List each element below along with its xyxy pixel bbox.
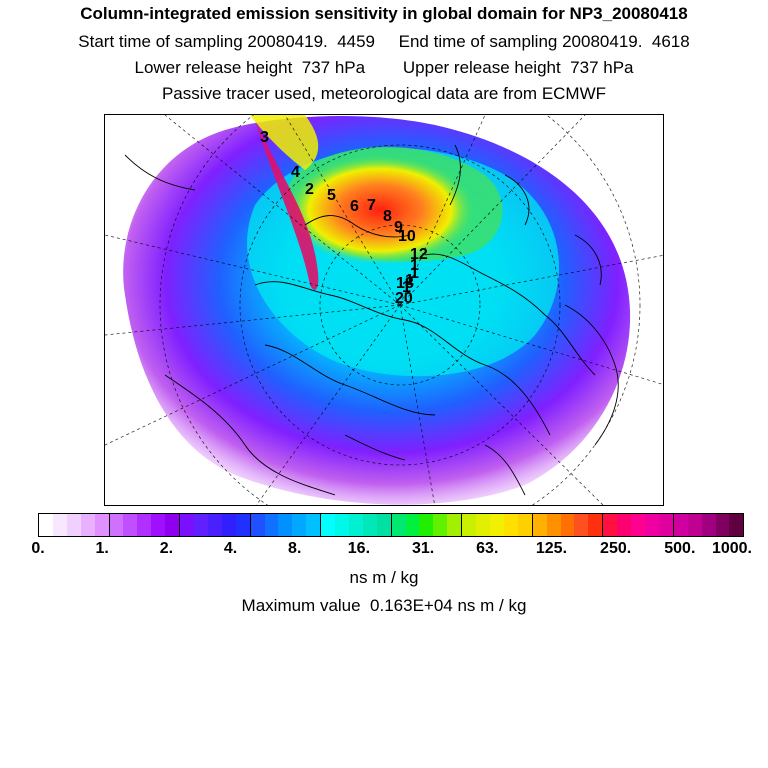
colorbar-cell [531, 514, 547, 536]
colorbar-tick-label: 250. [600, 540, 632, 557]
colorbar-cell [658, 514, 673, 536]
release-label: 4 [291, 164, 300, 181]
colorbar-cell [137, 514, 152, 536]
release-label: 10 [398, 228, 416, 245]
plume-top [250, 115, 319, 170]
colorbar-cell [729, 514, 744, 536]
colorbar-tick-label: 0. [31, 540, 45, 557]
colorbar-tick-label: 31. [411, 540, 435, 557]
colorbar-cell [588, 514, 603, 536]
colorbar-cell [335, 514, 349, 536]
release-label: 7 [367, 197, 376, 214]
maximum-value-text: Maximum value 0.163E+04 ns m / kg [241, 596, 527, 615]
colorbar-cell [517, 514, 532, 536]
colorbar-cell [419, 514, 434, 536]
map-canvas: 3 4 2 5 6 7 8 9 10 12 1 1 1 1 18 20 [105, 115, 663, 505]
graticule [105, 115, 663, 505]
colorbar-tick-label: 4. [223, 540, 238, 557]
colorbar-cell [235, 514, 250, 536]
release-label: 1 [410, 257, 419, 274]
sensitivity-map: 3 4 2 5 6 7 8 9 10 12 1 1 1 1 18 20 [104, 114, 664, 506]
sampling-times: Start time of sampling 20080419. 4459 En… [78, 32, 690, 51]
release-label: 5 [327, 187, 336, 204]
colorbar-cell [433, 514, 448, 536]
colorbar-cell [447, 514, 462, 536]
colorbar-cell [687, 514, 702, 536]
release-heights: Lower release height 737 hPa Upper relea… [134, 58, 634, 77]
colorbar-cell [292, 514, 307, 536]
colorbar-cell [405, 514, 420, 536]
colorbar-cell [249, 514, 265, 536]
colorbar-cell [376, 514, 391, 536]
release-label: 1 [405, 272, 414, 289]
colorbar-tick-label: 16. [347, 540, 371, 557]
colorbar-ticks: 0. 1. 2. 4. 8. 16. 31. 63. 125. 250. 500. 1000. [31, 540, 752, 560]
colorbar-tick-label: 2. [159, 540, 174, 557]
colorbar-cell [617, 514, 632, 536]
colorbar-cell [80, 514, 95, 536]
colorbar-cell [179, 514, 194, 536]
colorbar-cell [390, 514, 406, 536]
colorbar-cell [631, 514, 645, 536]
colorbar-cell [151, 514, 166, 536]
colorbar-cell [560, 514, 575, 536]
colorbar-cell [546, 514, 561, 536]
colorbar-tick-label: 500. [664, 540, 696, 557]
release-label: 1 [410, 265, 419, 282]
colorbar-cell [207, 514, 222, 536]
colorbar-cell [348, 514, 363, 536]
colorbar-cell [461, 514, 477, 536]
colorbar-cell [123, 514, 138, 536]
release-label: 18 [396, 275, 414, 292]
colorbar-cell [306, 514, 321, 536]
colorbar-cell [165, 514, 180, 536]
release-label: 20 [395, 290, 413, 307]
sensitivity-hotspot [285, 155, 475, 265]
colorbar-cell [108, 514, 124, 536]
colorbar-cell [701, 514, 716, 536]
release-label: 9 [394, 219, 403, 236]
colorbar-tick-label: 8. [288, 540, 302, 557]
colorbar-cell [193, 514, 208, 536]
colorbar-tick-label: 1000. [711, 540, 753, 557]
colorbar-cell [490, 514, 504, 536]
release-labels: 3 4 2 5 6 7 8 9 10 12 1 1 1 1 18 20 [260, 129, 428, 307]
tracer-info: Passive tracer used, meteorological data… [161, 84, 607, 103]
colorbar [38, 513, 744, 537]
colorbar-cell [66, 514, 81, 536]
colorbar-cell [672, 514, 688, 536]
release-label: 6 [350, 198, 359, 215]
colorbar-cell [264, 514, 279, 536]
plume-streak [255, 120, 319, 290]
colorbar-cell [221, 514, 236, 536]
colorbar-cell [278, 514, 293, 536]
colorbar-cell [476, 514, 490, 536]
coastlines [124, 144, 619, 496]
release-label: 1 [402, 279, 411, 296]
plot-title: Column-integrated emission sensitivity i… [80, 4, 688, 23]
colorbar-cell [574, 514, 589, 536]
colorbar-cell [39, 514, 53, 536]
colorbar-cell [602, 514, 618, 536]
colorbar-cell [644, 514, 659, 536]
colorbar-cell [320, 514, 336, 536]
colorbar-cell [362, 514, 377, 536]
release-label: 12 [410, 246, 428, 263]
colorbar-cell [503, 514, 518, 536]
colorbar-tick-label: 63. [476, 540, 499, 557]
release-label: 2 [305, 181, 314, 198]
release-label: 8 [383, 208, 392, 225]
colorbar-tick-label: 1. [95, 540, 109, 557]
colorbar-tick-label: 125. [535, 540, 568, 557]
colorbar-cell [94, 514, 109, 536]
colorbar-cell [715, 514, 730, 536]
release-label: 3 [260, 129, 269, 146]
colorbar-units: ns m / kg [349, 568, 419, 587]
colorbar-cell [52, 514, 67, 536]
